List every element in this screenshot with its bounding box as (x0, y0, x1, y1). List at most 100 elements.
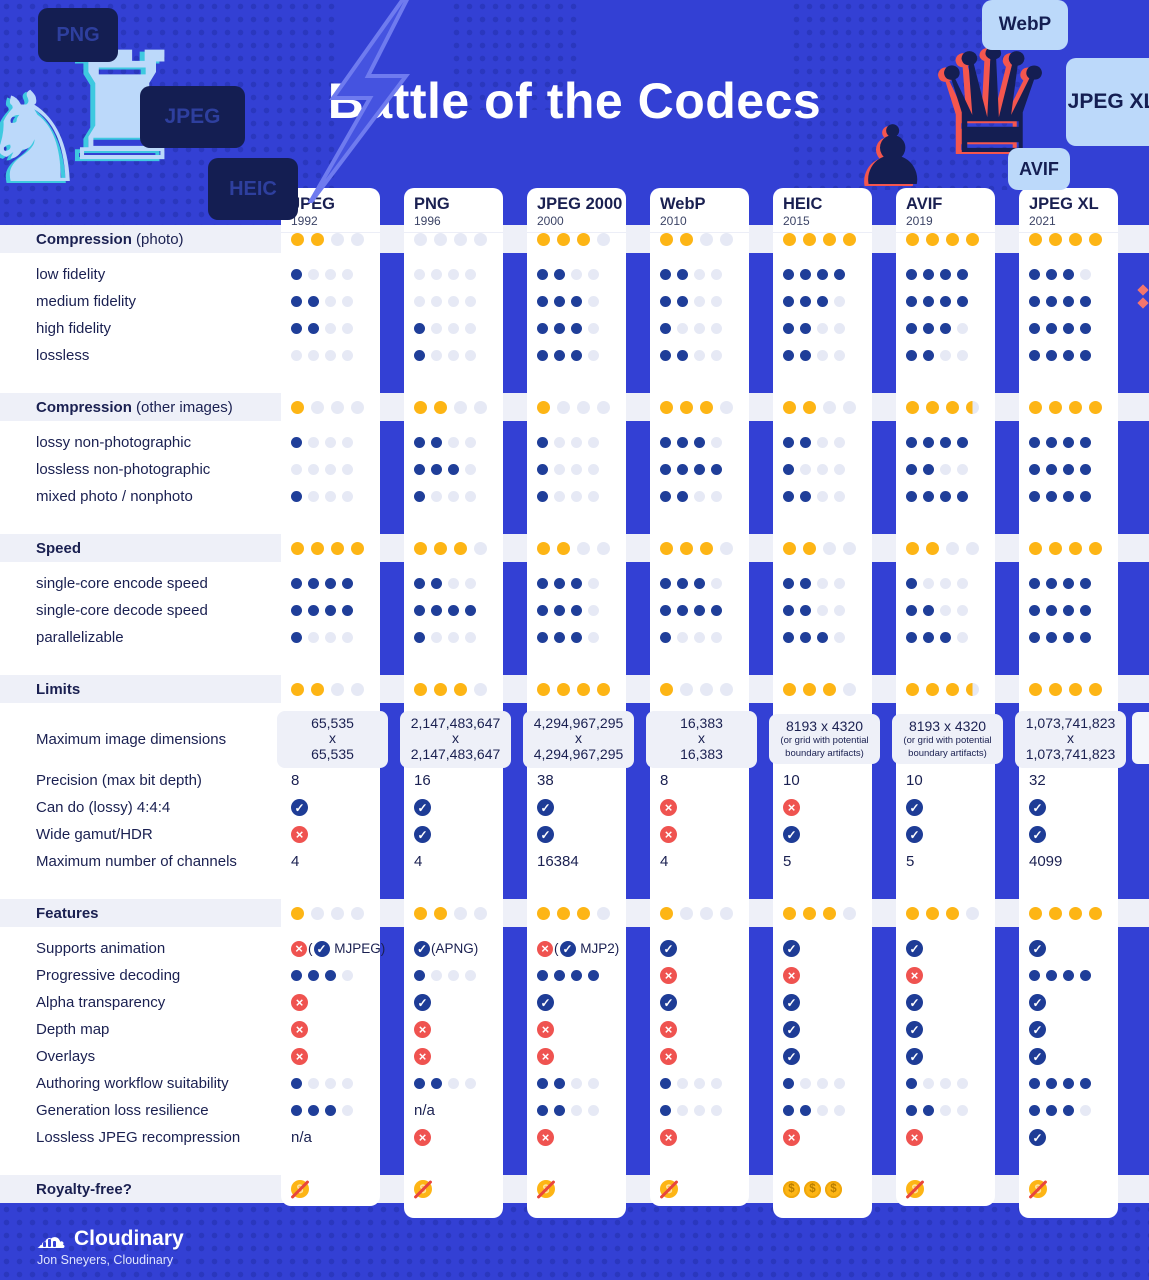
value-cell (896, 578, 1019, 589)
cross-icon: × (660, 967, 677, 984)
dot-empty (711, 491, 722, 502)
section-rating-cell (1019, 400, 1142, 414)
dot-filled (291, 906, 304, 920)
value-cell (773, 350, 896, 361)
value-cell: ✓ (896, 799, 1019, 816)
value-cell (404, 605, 527, 616)
dot-empty (694, 632, 705, 643)
dot-empty (843, 400, 856, 414)
value-cell: × (281, 994, 404, 1011)
value-cell (773, 632, 896, 643)
value-cell (527, 269, 650, 280)
cross-icon: × (783, 967, 800, 984)
codec-card-header: JPEG 2000 2000 (527, 188, 626, 233)
dot-empty (331, 906, 344, 920)
dot-filled (906, 541, 919, 555)
max-dimensions-box: 4,294,967,295 x 4,294,967,295 (523, 710, 634, 768)
value-cell (896, 1078, 1019, 1089)
max-dimensions-box: 8193 x 4320 (or grid with potential bounda… (892, 713, 1003, 765)
section-rating-cell (650, 232, 773, 246)
dot-empty (291, 350, 302, 361)
value-text: 4 (291, 853, 300, 870)
value-cell (650, 491, 773, 502)
dot-filled (700, 541, 713, 555)
dot-filled (308, 1105, 319, 1116)
dot-filled (946, 906, 959, 920)
value-cell (404, 632, 527, 643)
dot-filled (677, 269, 688, 280)
check-icon: ✓ (1029, 994, 1046, 1011)
dot-rating (1029, 1105, 1097, 1116)
section-label: Speed (0, 540, 281, 557)
dot-filled (1046, 1105, 1057, 1116)
dot-filled (966, 232, 979, 246)
dot-rating (660, 491, 728, 502)
dot-rating (537, 682, 617, 696)
value-cell: × (650, 1048, 773, 1065)
dot-filled (1029, 269, 1040, 280)
dot-filled (1080, 605, 1091, 616)
dot-empty (577, 400, 590, 414)
no-royalty-icon: $ (291, 1180, 309, 1198)
dot-rating (291, 632, 359, 643)
value-cell: ✓ (1019, 994, 1142, 1011)
dot-filled (783, 350, 794, 361)
dot-filled (597, 682, 610, 696)
no-royalty-icon: $ (414, 1180, 432, 1198)
dot-empty (577, 541, 590, 555)
dot-filled (351, 541, 364, 555)
dot-filled (1063, 970, 1074, 981)
value-cell (1019, 970, 1142, 981)
dot-rating (291, 906, 371, 920)
dot-filled (1080, 491, 1091, 502)
value-cell: 10 (896, 772, 1019, 789)
dot-filled (700, 400, 713, 414)
value-cell (650, 350, 773, 361)
dot-empty (720, 682, 733, 696)
dot-filled (1029, 350, 1040, 361)
dot-empty (325, 350, 336, 361)
codec-card-header: WebP 2010 (650, 188, 749, 233)
section-rating-cell (896, 682, 1019, 696)
dot-filled (957, 491, 968, 502)
value-cell: × (281, 1048, 404, 1065)
dot-filled (783, 605, 794, 616)
dot-filled (800, 437, 811, 448)
value-cell: 65,535 x 65,535 (277, 710, 404, 768)
dot-filled (800, 350, 811, 361)
table-row-mixed-photo-nonphoto: mixed photo / nonphoto (0, 483, 1149, 510)
section-label: Features (0, 905, 281, 922)
value-cell: n/a (404, 1102, 527, 1119)
dot-empty (448, 1078, 459, 1089)
value-cell: 4 (650, 853, 773, 870)
row-label: Alpha transparency (36, 994, 166, 1011)
dot-rating (1029, 350, 1097, 361)
dot-rating (537, 437, 605, 448)
cross-icon: × (414, 1048, 431, 1065)
dot-filled (554, 578, 565, 589)
dot-empty (588, 269, 599, 280)
dot-rating (783, 464, 851, 475)
row-label: Depth map (36, 1021, 110, 1038)
dot-filled (414, 400, 427, 414)
dot-rating (783, 578, 851, 589)
codec-name: AVIF (906, 195, 943, 213)
dot-empty (834, 632, 845, 643)
cross-icon: × (906, 967, 923, 984)
dimensions-note: (or grid with potential (903, 735, 992, 747)
dot-filled (554, 1078, 565, 1089)
dot-rating (906, 906, 986, 920)
dot-filled (800, 491, 811, 502)
table-row-precision-max-bit-depth: Precision (max bit depth) 8 16 38 8 10 10 32 (0, 767, 1149, 794)
value-cell (896, 632, 1019, 643)
table-row-maximum-number-of-channels: Maximum number of channels 4 4 16384 4 5 5 4099 (0, 848, 1149, 875)
dot-filled (308, 323, 319, 334)
section-rating-cell (281, 400, 404, 414)
dot-empty (331, 232, 344, 246)
value-cell (527, 970, 650, 981)
value-cell (650, 464, 773, 475)
dot-empty (474, 682, 487, 696)
dot-filled (1046, 605, 1057, 616)
max-dimensions-box: 65,535 x 65,535 (277, 710, 388, 768)
dot-filled (800, 578, 811, 589)
